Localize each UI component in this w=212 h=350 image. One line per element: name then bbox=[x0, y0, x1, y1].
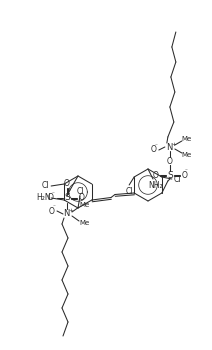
Text: ⁻: ⁻ bbox=[184, 169, 187, 175]
Text: H₂N: H₂N bbox=[36, 194, 50, 203]
Text: NH₂: NH₂ bbox=[149, 181, 163, 189]
Text: +: + bbox=[172, 141, 176, 147]
Text: O: O bbox=[153, 170, 159, 180]
Text: Cl: Cl bbox=[41, 182, 49, 190]
Text: O: O bbox=[167, 156, 173, 166]
Text: O: O bbox=[79, 194, 85, 203]
Text: O: O bbox=[48, 194, 54, 203]
Text: Me: Me bbox=[79, 220, 89, 226]
Text: S: S bbox=[64, 194, 70, 203]
Text: Me: Me bbox=[79, 202, 89, 208]
Text: +: + bbox=[69, 209, 73, 214]
Text: Cl: Cl bbox=[76, 187, 84, 196]
Text: ⁻: ⁻ bbox=[154, 145, 157, 149]
Text: ⁻: ⁻ bbox=[52, 193, 54, 197]
Text: Cl: Cl bbox=[174, 175, 182, 183]
Text: Cl: Cl bbox=[125, 188, 133, 196]
Text: N: N bbox=[63, 210, 69, 218]
Text: O: O bbox=[49, 206, 55, 216]
Text: O: O bbox=[151, 146, 157, 154]
Text: O: O bbox=[64, 180, 70, 189]
Text: ⁻: ⁻ bbox=[53, 205, 55, 210]
Text: O: O bbox=[182, 170, 188, 180]
Text: N: N bbox=[166, 142, 172, 152]
Text: Me: Me bbox=[182, 152, 192, 158]
Text: Me: Me bbox=[182, 136, 192, 142]
Text: S: S bbox=[167, 170, 173, 180]
